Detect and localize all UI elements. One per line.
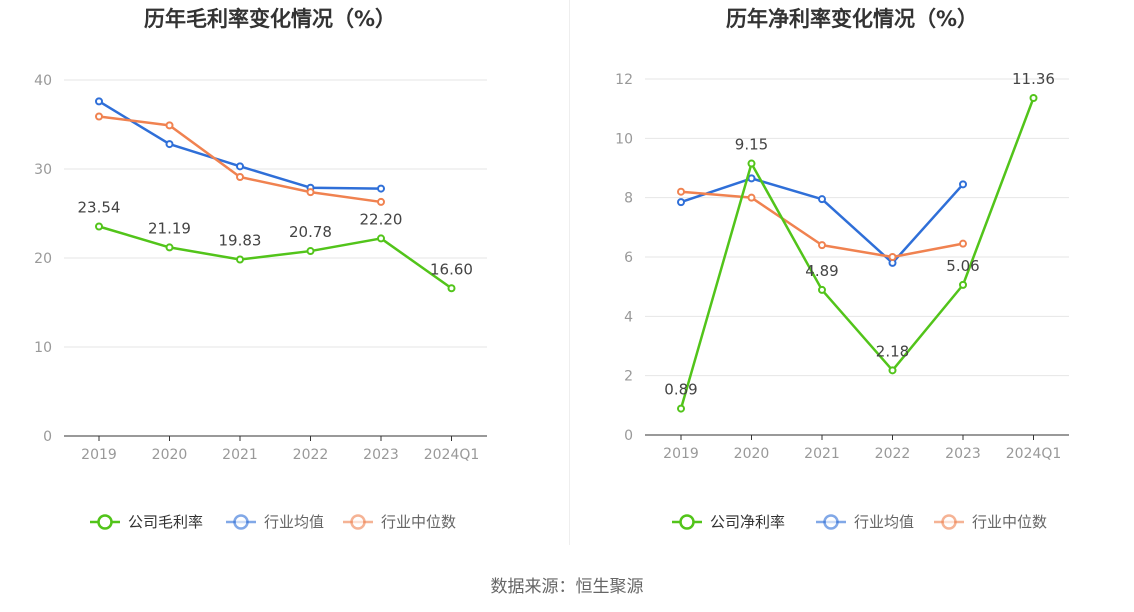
data-point-company xyxy=(95,222,103,231)
legend-label: 行业中位数 xyxy=(381,513,456,531)
data-point-company xyxy=(677,404,685,413)
data-point-industry_median xyxy=(959,239,967,248)
legend-label: 公司净利率 xyxy=(710,513,785,531)
y-tick-label: 10 xyxy=(615,131,633,147)
data-point-industry_median xyxy=(747,193,756,202)
legend-swatch-marker xyxy=(823,514,839,530)
data-point-company xyxy=(1029,93,1038,102)
x-tick-label: 2024Q1 xyxy=(424,447,480,463)
data-label: 19.83 xyxy=(219,232,262,250)
data-label: 21.19 xyxy=(148,219,191,237)
y-tick-label: 6 xyxy=(624,250,633,266)
gross-margin-chart: 历年毛利率变化情况（%） 0 10 20 30 40 2019 2020 2021 2022 202… xyxy=(34,7,487,531)
x-tick-label: 2024Q1 xyxy=(1006,446,1062,462)
series-line-company xyxy=(679,97,1035,409)
y-tick-label: 10 xyxy=(34,340,52,356)
data-point-company xyxy=(165,243,174,252)
y-tick-label: 4 xyxy=(624,309,633,325)
data-point-industry_avg xyxy=(95,97,103,106)
x-tick-label: 2019 xyxy=(663,446,699,462)
x-tick-label: 2019 xyxy=(81,447,117,463)
data-point-industry_median xyxy=(677,187,685,196)
y-tick-label: 30 xyxy=(34,162,52,178)
series-line-industry_avg xyxy=(680,177,964,265)
x-tick-label: 2021 xyxy=(222,447,258,463)
legend-swatch-marker xyxy=(679,514,695,530)
legend-swatch-marker xyxy=(941,514,957,530)
y-tick-label: 2 xyxy=(624,369,633,385)
data-point-industry_median xyxy=(306,188,315,197)
data-point-company xyxy=(236,255,244,264)
x-tick-label: 2023 xyxy=(363,447,399,463)
data-point-industry_median xyxy=(236,173,244,182)
net-margin-chart: 历年净利率变化情况（%） 0 2 4 6 8 10 12 2019 2020 2021 2022 202… xyxy=(615,7,1069,531)
y-tick-label: 0 xyxy=(624,428,633,444)
y-tick-label: 12 xyxy=(615,72,633,88)
y-tick-label: 8 xyxy=(624,191,633,207)
data-point-company xyxy=(377,234,385,243)
data-point-company xyxy=(447,284,456,293)
legend-label: 公司毛利率 xyxy=(128,513,203,531)
legend-label: 行业中位数 xyxy=(972,513,1047,531)
data-label: 4.89 xyxy=(805,262,838,280)
data-label: 0.89 xyxy=(664,381,697,399)
data-label: 23.54 xyxy=(78,198,121,216)
data-point-industry_avg xyxy=(236,162,244,171)
series-line-company xyxy=(98,225,453,290)
data-point-industry_avg xyxy=(377,184,385,193)
x-tick-label: 2022 xyxy=(293,447,329,463)
x-tick-label: 2021 xyxy=(804,446,840,462)
data-label: 20.78 xyxy=(289,223,332,241)
data-label: 9.15 xyxy=(735,136,768,154)
data-point-company xyxy=(306,247,315,256)
data-label: 2.18 xyxy=(876,342,909,360)
data-point-industry_median xyxy=(377,197,385,206)
x-tick-label: 2020 xyxy=(152,447,188,463)
data-point-industry_median xyxy=(888,253,897,261)
data-point-company xyxy=(747,159,756,168)
data-label: 11.36 xyxy=(1012,70,1055,88)
legend-swatch-marker xyxy=(97,514,113,530)
data-point-company xyxy=(888,366,897,375)
chart-title: 历年净利率变化情况（%） xyxy=(726,7,978,31)
x-tick-label: 2022 xyxy=(875,446,911,462)
data-point-industry_median xyxy=(95,112,103,121)
data-label: 16.60 xyxy=(430,260,473,278)
x-tick-label: 2023 xyxy=(945,446,981,462)
data-point-industry_avg xyxy=(959,180,967,189)
panel-divider xyxy=(569,0,570,545)
data-point-industry_avg xyxy=(818,195,826,204)
y-tick-label: 0 xyxy=(43,429,52,445)
y-tick-label: 40 xyxy=(34,73,52,89)
data-point-industry_avg xyxy=(747,174,756,183)
legend-label: 行业均值 xyxy=(264,513,324,531)
legend-swatch-marker xyxy=(350,514,366,530)
x-tick-label: 2020 xyxy=(734,446,770,462)
data-point-company xyxy=(959,280,967,289)
legend-label: 行业均值 xyxy=(854,513,914,531)
data-point-industry_avg xyxy=(677,198,685,207)
data-label: 5.06 xyxy=(946,257,979,275)
data-point-industry_avg xyxy=(165,140,174,149)
data-point-industry_median xyxy=(165,121,174,130)
data-source-note: 数据来源：恒生聚源 xyxy=(490,577,644,597)
data-point-industry_median xyxy=(818,241,826,250)
legend-swatch-marker xyxy=(233,514,249,530)
data-label: 22.20 xyxy=(360,210,403,228)
chart-title: 历年毛利率变化情况（%） xyxy=(144,7,396,31)
y-tick-label: 20 xyxy=(34,251,52,267)
data-point-company xyxy=(818,285,826,294)
